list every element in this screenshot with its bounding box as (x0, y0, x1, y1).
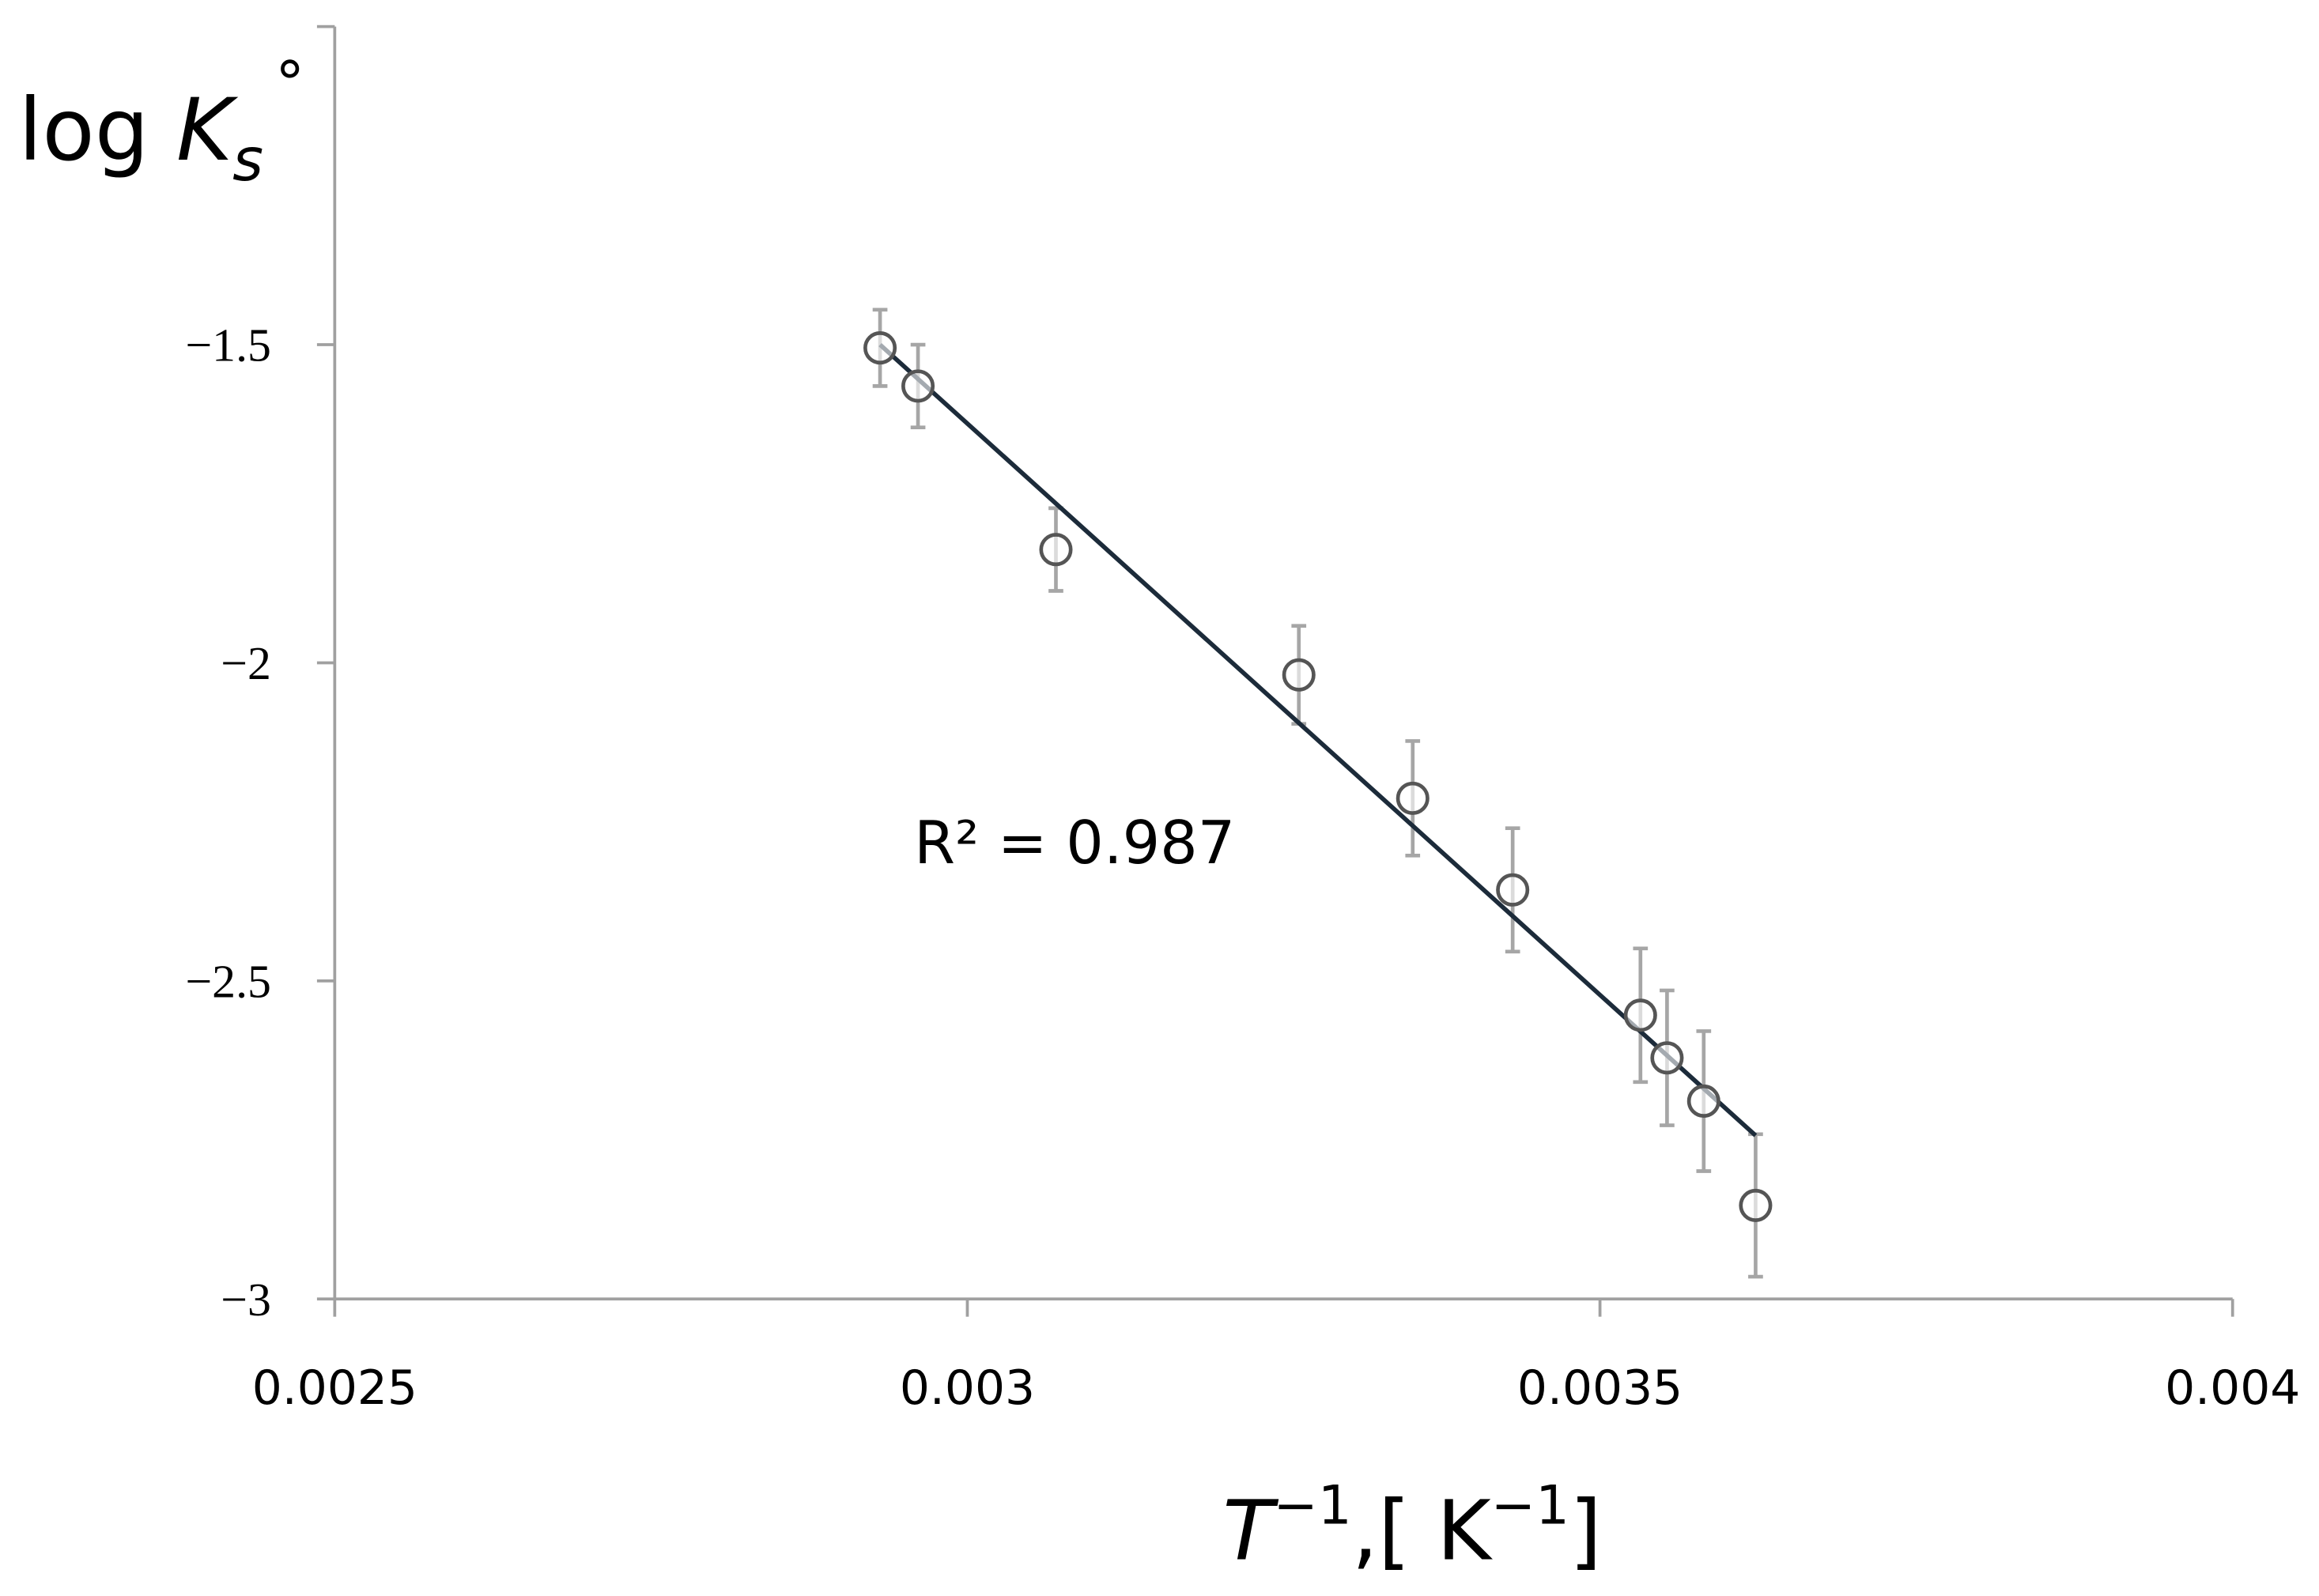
x-title-part: T (1223, 1482, 1279, 1579)
x-tick-label: 0.0025 (252, 1360, 417, 1416)
data-point (901, 369, 935, 403)
x-title-part: ] (1569, 1482, 1602, 1579)
data-point (1623, 998, 1657, 1032)
y-title-part: K (176, 80, 239, 180)
x-title-part: −1 (1273, 1474, 1351, 1536)
y-title-part: ° (275, 49, 304, 118)
y-tick-label: −1.5 (185, 319, 271, 372)
data-point (1039, 533, 1073, 567)
x-tick-label: 0.0035 (1517, 1360, 1683, 1416)
y-title-part: s (232, 126, 263, 194)
annotation: R² = 0.987 (914, 809, 1235, 877)
trend-line (878, 342, 1758, 1138)
x-title-part: ,[ K (1352, 1482, 1493, 1579)
data-point (1739, 1188, 1773, 1222)
data-point (1650, 1041, 1684, 1075)
x-title-part: −1 (1491, 1474, 1569, 1536)
y-tick-label: −2 (221, 637, 271, 689)
x-tick-label: 0.004 (2165, 1360, 2300, 1416)
y-title-part: log (18, 80, 176, 180)
data-point (1686, 1084, 1720, 1118)
data-point (1282, 658, 1316, 692)
data-point (1496, 873, 1530, 907)
data-point (863, 331, 897, 365)
data-point (1396, 781, 1430, 815)
x-axis-title: T−1,[ K−1] (1223, 1474, 1602, 1579)
y-tick-label: −2.5 (185, 955, 271, 1007)
x-tick-label: 0.003 (900, 1360, 1035, 1416)
y-axis-title: log Ks° (18, 49, 304, 194)
y-tick-label: −3 (221, 1273, 271, 1326)
